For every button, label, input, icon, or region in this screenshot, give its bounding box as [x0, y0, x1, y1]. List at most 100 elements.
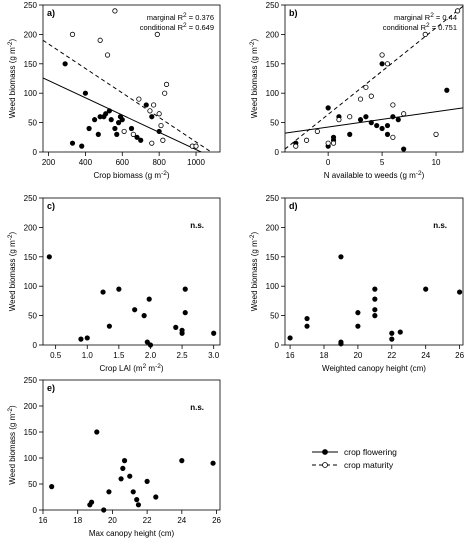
y-tick-label: 50 [28, 119, 37, 128]
data-point-maturity [194, 144, 198, 148]
data-point-flowering [373, 297, 377, 301]
x-tick-label: 18 [73, 516, 82, 525]
y-tick-label: 200 [266, 30, 280, 39]
y-axis-label: Weed biomass (g m-2) [249, 231, 260, 311]
data-point-flowering [380, 62, 384, 66]
data-point-maturity [337, 117, 341, 121]
data-point-maturity [401, 112, 405, 116]
data-point-flowering [63, 62, 67, 66]
data-point-maturity [157, 112, 161, 116]
data-point-flowering [122, 458, 126, 462]
data-point-maturity [304, 138, 308, 142]
x-tick-label: 18 [320, 351, 329, 360]
data-point-flowering [390, 337, 394, 341]
data-point-flowering [180, 458, 184, 462]
data-point-flowering [398, 330, 402, 334]
y-tick-label: 200 [266, 223, 280, 232]
x-axis-label: Max canopy height (cm) [89, 529, 175, 538]
data-point-maturity [105, 53, 109, 57]
data-point-flowering [109, 117, 113, 121]
fit-line-flowering [285, 108, 463, 133]
legend-label-1: crop flowering [344, 447, 397, 457]
data-point-flowering [305, 316, 309, 320]
y-tick-label: 250 [266, 194, 280, 203]
x-tick-label: 2.0 [145, 351, 157, 360]
ns-label: n.s. [190, 403, 204, 412]
panel-label: d) [289, 201, 298, 211]
ns-label: n.s. [190, 221, 204, 230]
data-point-maturity [315, 129, 319, 133]
data-point-flowering [117, 287, 121, 291]
x-tick-label: 1.5 [113, 351, 125, 360]
data-point-maturity [364, 85, 368, 89]
data-point-maturity [161, 138, 165, 142]
data-point-flowering [107, 324, 111, 328]
fit-line-maturity [43, 40, 220, 158]
data-point-flowering [396, 117, 400, 121]
y-axis-label: Weed biomass (g m-2) [249, 38, 260, 118]
data-point-flowering [120, 117, 124, 121]
x-axis-label: N available to weeds (g m-2) [324, 170, 425, 181]
x-tick-label: 22 [143, 516, 152, 525]
r2-annotation: marginal R2 = 0.44 [394, 12, 457, 23]
data-point-flowering [101, 290, 105, 294]
data-point-flowering [128, 474, 132, 478]
data-point-flowering [385, 132, 389, 136]
data-point-flowering [70, 141, 74, 145]
y-tick-label: 250 [24, 376, 38, 385]
chart-panel-2: 0 5 10050100150200250N available to weeds … [249, 1, 464, 180]
data-point-flowering [157, 129, 161, 133]
data-point-maturity [423, 32, 427, 36]
data-point-flowering [83, 91, 87, 95]
data-point-flowering [47, 255, 51, 259]
y-tick-label: 150 [24, 60, 38, 69]
y-tick-label: 50 [270, 119, 279, 128]
data-point-flowering [107, 109, 111, 113]
data-point-flowering [107, 490, 111, 494]
chart-panel-4: 16 18 20 22 24 26050100150200250Weighted cano… [249, 194, 465, 373]
legend-marker-2 [323, 463, 328, 468]
data-point-flowering [339, 255, 343, 259]
chart-panel-5: 16 18 20 22 24 26050100150200250Max canopy he… [7, 376, 222, 538]
y-tick-label: 200 [24, 223, 38, 232]
y-tick-label: 250 [266, 1, 280, 10]
data-point-maturity [131, 132, 135, 136]
panel-label: b) [289, 8, 298, 18]
data-point-maturity [162, 91, 166, 95]
r2-annotation: marginal R2 = 0.376 [147, 12, 214, 23]
data-point-flowering [183, 287, 187, 291]
data-point-maturity [358, 97, 362, 101]
data-point-maturity [155, 32, 159, 36]
data-point-flowering [445, 88, 449, 92]
x-tick-label: 0.5 [50, 351, 62, 360]
y-tick-label: 200 [24, 402, 38, 411]
data-point-maturity [150, 141, 154, 145]
x-tick-label: 1.0 [82, 351, 94, 360]
legend-marker-1 [323, 450, 328, 455]
data-point-maturity [122, 129, 126, 133]
y-tick-label: 100 [24, 282, 38, 291]
data-point-flowering [331, 135, 335, 139]
data-point-flowering [288, 336, 292, 340]
data-point-flowering [358, 117, 362, 121]
data-point-flowering [115, 132, 119, 136]
data-point-flowering [85, 336, 89, 340]
x-tick-label: 10 [432, 158, 441, 167]
data-point-flowering [211, 461, 215, 465]
data-point-flowering [92, 117, 96, 121]
y-tick-label: 150 [24, 253, 38, 262]
data-point-flowering [119, 477, 123, 481]
data-point-flowering [385, 123, 389, 127]
y-tick-label: 250 [24, 194, 38, 203]
data-point-maturity [137, 97, 141, 101]
x-tick-label: 20 [353, 351, 362, 360]
data-point-maturity [455, 9, 459, 13]
legend-label-2: crop maturity [344, 460, 394, 470]
data-point-flowering [373, 313, 377, 317]
data-point-flowering [180, 331, 184, 335]
data-point-flowering [132, 308, 136, 312]
data-point-flowering [326, 106, 330, 110]
data-point-flowering [211, 331, 215, 335]
data-point-flowering [391, 115, 395, 119]
data-point-maturity [113, 9, 117, 13]
